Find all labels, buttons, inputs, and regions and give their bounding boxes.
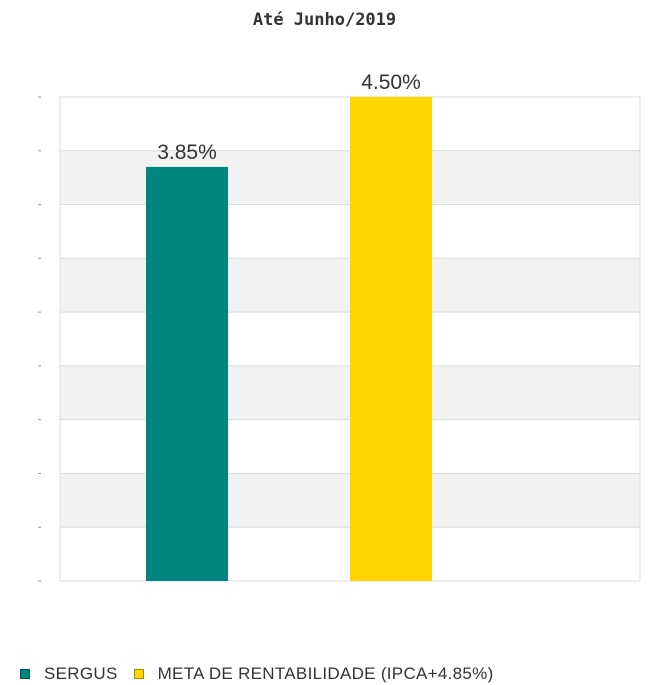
legend-label-sergus: SERGUS xyxy=(44,664,118,683)
legend-swatch-sergus xyxy=(20,669,30,679)
legend-item-meta[interactable]: META DE RENTABILIDADE (IPCA+4.85%) xyxy=(133,664,494,684)
legend-label-meta: META DE RENTABILIDADE (IPCA+4.85%) xyxy=(157,664,494,683)
legend-item-sergus[interactable]: SERGUS xyxy=(20,664,118,684)
bar-chart: 3.85% 4.50% xyxy=(38,71,641,582)
legend: SERGUS META DE RENTABILIDADE (IPCA+4.85%… xyxy=(20,664,510,684)
chart-title: Até Junho/2019 xyxy=(252,10,397,30)
bar-value-label-sergus: 3.85% xyxy=(157,141,217,164)
bar-value-label-meta: 4.50% xyxy=(361,71,421,94)
bars xyxy=(146,97,432,581)
y-axis-ticks xyxy=(38,96,41,582)
bar-sergus[interactable] xyxy=(146,166,228,581)
legend-swatch-meta xyxy=(133,669,144,679)
bar-meta[interactable] xyxy=(350,97,432,581)
bar-labels: 3.85% 4.50% xyxy=(157,71,421,164)
